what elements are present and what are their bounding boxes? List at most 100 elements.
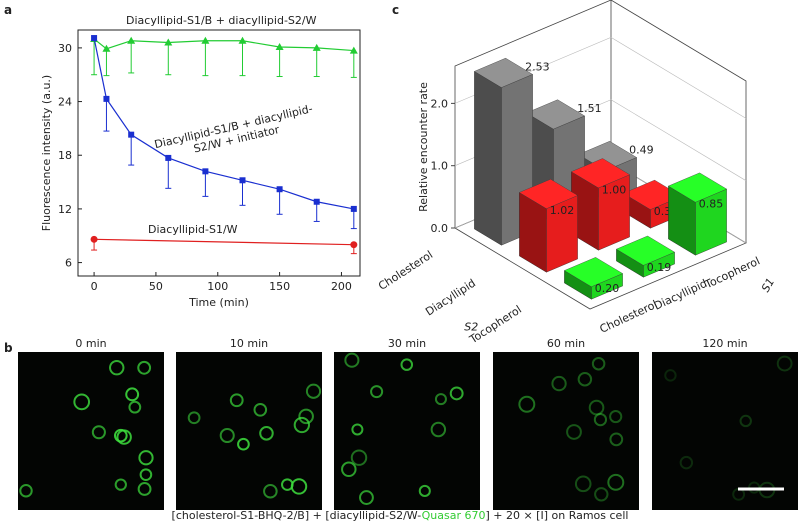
error-bar (103, 98, 110, 132)
bar (615, 235, 676, 278)
error-bar (276, 189, 283, 215)
value-label: 0.49 (629, 143, 654, 156)
x-tick-label: Diacyllipid (652, 277, 709, 313)
caption: [cholesterol-S1-BHQ-2/B] + [diacyllipid-… (172, 509, 629, 522)
y-tick-label: 12 (58, 203, 72, 216)
marker (276, 186, 283, 193)
x-tick-label: 0 (91, 280, 98, 293)
panel-label: b (4, 341, 13, 355)
cell (237, 437, 250, 451)
cell (449, 386, 464, 401)
error-bar (313, 47, 320, 78)
image-title: 30 min (388, 337, 426, 350)
marker (349, 46, 358, 54)
cell (253, 402, 268, 417)
image-title: 120 min (702, 337, 747, 350)
cell (350, 449, 368, 466)
caption-part: ] + 20 × [I] on Ramos cell (485, 509, 628, 522)
cell (187, 411, 201, 425)
cell (609, 432, 624, 447)
cell (577, 371, 593, 387)
y-tick-label: Cholesterol (376, 248, 435, 293)
cell (290, 478, 308, 495)
marker (165, 154, 172, 161)
y-axis-label: S2 (464, 321, 478, 334)
cell (400, 358, 414, 371)
value-label: 1.02 (550, 204, 575, 217)
cell (139, 468, 153, 481)
z-tick-label: 1.0 (431, 160, 449, 173)
bar-top (473, 57, 534, 88)
marker (350, 205, 357, 212)
cell (434, 393, 447, 406)
error-bar (239, 180, 246, 206)
x-tick-label: Tocopherol (702, 254, 762, 291)
y-tick-label: 6 (65, 257, 72, 270)
cell (430, 421, 447, 438)
bar-top (570, 158, 631, 189)
bar-top (667, 172, 728, 203)
bar (563, 257, 624, 300)
cell (293, 416, 311, 434)
cell (344, 352, 360, 368)
marker (91, 35, 98, 42)
cell (113, 428, 128, 443)
z-tick-label: 0.0 (431, 222, 449, 235)
cell (370, 385, 384, 399)
error-bar (128, 40, 135, 74)
error-bar (350, 50, 357, 78)
marker (102, 44, 111, 52)
bar-top (615, 235, 676, 266)
x-axis-label: Time (min) (188, 296, 249, 309)
cell (776, 355, 793, 372)
marker (128, 131, 135, 138)
cell (593, 412, 608, 427)
micrograph (18, 352, 164, 510)
cell (19, 484, 33, 498)
error-bar (276, 46, 283, 78)
error-bar (103, 48, 110, 77)
cell (229, 393, 244, 408)
z-tick-label: 2.0 (431, 97, 449, 110)
error-bar (202, 171, 209, 197)
series-line (94, 238, 354, 246)
cell (588, 399, 605, 416)
marker (164, 38, 173, 46)
value-label: 0.20 (595, 282, 620, 295)
cell (679, 455, 694, 470)
cell (109, 359, 125, 376)
cell (418, 484, 431, 497)
micrograph (652, 352, 798, 510)
series-label: Diacyllipid-S1/W (148, 223, 238, 236)
cell (73, 393, 91, 411)
marker (275, 42, 284, 50)
cell (259, 426, 274, 441)
x-tick-label: 50 (149, 280, 163, 293)
panel-label: c (392, 3, 399, 17)
cell (566, 424, 582, 440)
cell (341, 461, 357, 478)
value-label: 1.00 (602, 183, 627, 196)
image-title: 60 min (547, 337, 585, 350)
cell (351, 423, 364, 436)
marker (238, 36, 247, 44)
marker (239, 177, 246, 184)
marker (313, 198, 320, 205)
cell (138, 450, 154, 466)
bar-top (563, 257, 624, 287)
bar-top (525, 99, 586, 130)
marker (201, 36, 210, 44)
error-bar (239, 40, 246, 77)
error-bar (165, 157, 172, 189)
x-tick-label: 150 (269, 280, 290, 293)
value-label: 1.51 (577, 102, 602, 115)
error-bar (350, 208, 357, 230)
bar (570, 158, 631, 251)
error-bar (128, 134, 135, 166)
marker (312, 43, 321, 51)
caption-highlight: Quasar 670 (422, 509, 486, 522)
y-tick-label: 18 (58, 149, 72, 162)
cell (594, 487, 609, 502)
